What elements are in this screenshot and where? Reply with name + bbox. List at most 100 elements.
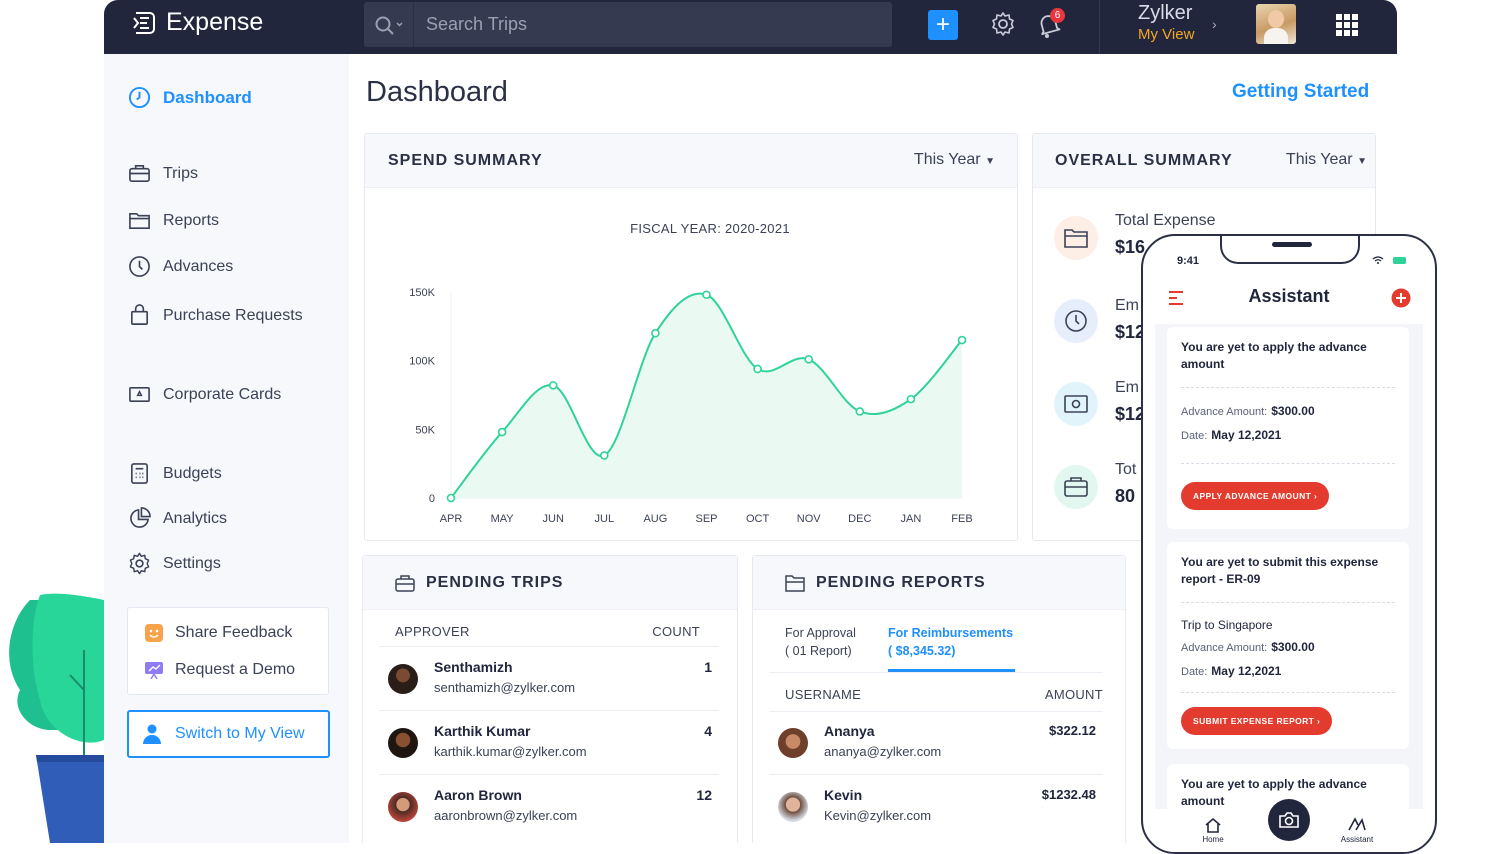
approver-email: senthamizh@zylker.com xyxy=(434,680,576,695)
sidebar-item-trips[interactable]: Trips xyxy=(128,162,198,185)
request-demo-label: Request a Demo xyxy=(175,661,296,678)
tab-for-reimbursements[interactable]: For Reimbursements ( $8,345.32) xyxy=(888,624,1013,660)
money-icon xyxy=(1064,395,1088,413)
chart-title: FISCAL YEAR: 2020-2021 xyxy=(630,221,790,236)
table-row[interactable]: Aaron Brown aaronbrown@zylker.com 12 xyxy=(379,775,719,839)
org-switcher[interactable]: Zylker My View xyxy=(1138,2,1194,43)
notification-badge: 6 xyxy=(1050,8,1065,23)
amount-value: $300.00 xyxy=(1271,640,1315,654)
data-point xyxy=(497,427,507,437)
folder-icon xyxy=(129,212,150,229)
sidebar-item-reports[interactable]: Reports xyxy=(128,209,219,232)
period-label: This Year xyxy=(913,151,981,168)
apply-advance-button[interactable]: APPLY ADVANCE AMOUNT › xyxy=(1181,482,1330,510)
menu-icon[interactable] xyxy=(1169,291,1185,305)
report-amount: $1232.48 xyxy=(1041,787,1096,802)
summary-value: $12 xyxy=(1115,404,1146,424)
tab-home[interactable]: Home xyxy=(1183,817,1243,844)
spend-line-chart: 0 50K 100K 150K APR MAY JUN JUL AUG SEP OCT NOV DEC J… xyxy=(409,287,972,525)
gear-icon[interactable] xyxy=(990,11,1016,37)
table-row[interactable]: Karthik Kumar karthik.kumar@zylker.com 4 xyxy=(379,711,719,775)
tab-for-approval[interactable]: For Approval ( 01 Report) xyxy=(785,624,856,660)
tab-sublabel: ( $8,345.32) xyxy=(888,644,956,658)
clock-icon xyxy=(1065,310,1087,332)
sidebar-item-label: Reports xyxy=(163,211,220,229)
x-tick-label: NOV xyxy=(797,513,822,525)
spend-summary-card: SPEND SUMMARY This Year ▼ FISCAL YEAR: 2… xyxy=(364,133,1018,541)
table-row[interactable]: Kevin Kevin@zylker.com $1232.48 xyxy=(769,775,1103,839)
card-header: SPEND SUMMARY This Year ▼ xyxy=(365,134,1017,188)
share-feedback-label: Share Feedback xyxy=(175,624,293,641)
chevron-right-icon[interactable]: › xyxy=(1212,16,1217,32)
button-label: SUBMIT EXPENSE REPORT xyxy=(1193,716,1315,726)
column-header-count: COUNT xyxy=(652,624,700,639)
date-value: May 12,2021 xyxy=(1211,428,1282,442)
app-logo[interactable]: Expense xyxy=(130,8,263,37)
button-label: APPLY ADVANCE AMOUNT xyxy=(1193,491,1312,501)
table-row[interactable]: Ananya ananya@zylker.com $322.12 xyxy=(769,711,1103,775)
x-tick-label: JUL xyxy=(595,513,615,525)
report-amount: $322.12 xyxy=(1049,723,1096,738)
sidebar-item-budgets[interactable]: Budgets xyxy=(128,462,222,485)
summary-value: $12 xyxy=(1115,322,1146,342)
getting-started-link[interactable]: Getting Started xyxy=(1232,81,1370,102)
summary-label: Em xyxy=(1115,297,1139,314)
period-dropdown[interactable]: This Year ▼ xyxy=(1286,151,1367,169)
sidebar-item-label: Budgets xyxy=(163,464,222,482)
summary-label: Tot xyxy=(1115,461,1137,478)
sidebar: Dashboard Trips Reports Advances Purchas… xyxy=(104,54,349,843)
trip-name: Trip to Singapore xyxy=(1181,618,1273,632)
data-point xyxy=(906,394,916,404)
share-feedback-link[interactable]: Share Feedback xyxy=(145,624,292,642)
assistant-card: You are yet to apply the advance amount … xyxy=(1167,327,1409,529)
camera-button[interactable] xyxy=(1268,799,1310,841)
submit-report-button[interactable]: SUBMIT EXPENSE REPORT › xyxy=(1181,707,1333,735)
sidebar-item-settings[interactable]: Settings xyxy=(128,552,221,575)
trip-count: 12 xyxy=(696,787,712,803)
bell-icon[interactable] xyxy=(1036,11,1062,39)
x-tick-label: JAN xyxy=(901,513,922,525)
add-icon[interactable] xyxy=(1391,288,1411,308)
avatar xyxy=(778,728,808,758)
user-icon xyxy=(143,724,161,744)
assistant-icon xyxy=(1348,817,1366,831)
date-value: May 12,2021 xyxy=(1211,664,1282,678)
card-icon xyxy=(129,386,150,403)
series-line xyxy=(450,292,963,499)
calculator-icon xyxy=(131,463,148,484)
table-row[interactable]: Senthamizh senthamizh@zylker.com 1 xyxy=(379,647,719,711)
x-tick-label: MAY xyxy=(491,513,515,525)
x-tick-label: JUN xyxy=(543,513,564,525)
tab-assistant[interactable]: Assistant xyxy=(1327,817,1387,844)
search-scope-dropdown[interactable] xyxy=(364,2,414,47)
x-tick-label: SEP xyxy=(695,513,717,525)
summary-icon-bg xyxy=(1054,382,1098,426)
request-demo-link[interactable]: Request a Demo xyxy=(145,661,295,679)
sidebar-item-dashboard[interactable]: Dashboard xyxy=(128,86,252,109)
data-point xyxy=(702,290,711,300)
sidebar-item-label: Dashboard xyxy=(163,87,252,107)
search-input[interactable] xyxy=(414,14,874,35)
user-email: ananya@zylker.com xyxy=(824,744,942,759)
add-new-button[interactable]: + xyxy=(928,10,958,40)
tab-label: Assistant xyxy=(1340,835,1374,844)
expense-logo-icon xyxy=(133,11,155,34)
phone-app-bar: Assistant xyxy=(1155,272,1423,324)
sidebar-item-corporate-cards[interactable]: Corporate Cards xyxy=(128,383,281,406)
sidebar-item-purchase-requests[interactable]: Purchase Requests xyxy=(128,304,303,327)
user-avatar[interactable] xyxy=(1256,4,1296,44)
area-fill xyxy=(451,293,962,498)
card-heading: You are yet to apply the advance amount xyxy=(1181,777,1367,808)
card-title: PENDING REPORTS xyxy=(816,574,986,591)
tab-label: Home xyxy=(1202,835,1224,844)
column-header-username: USERNAME xyxy=(785,687,862,702)
x-tick-label: APR xyxy=(440,513,463,525)
data-point xyxy=(804,354,814,364)
apps-grid-icon[interactable] xyxy=(1336,14,1358,36)
switch-view-button[interactable]: Switch to My View xyxy=(127,710,330,758)
tab-label: For Approval xyxy=(785,626,856,640)
sidebar-item-analytics[interactable]: Analytics xyxy=(128,507,227,530)
sidebar-item-advances[interactable]: Advances xyxy=(128,255,233,278)
status-icons xyxy=(1372,256,1406,264)
period-dropdown[interactable]: This Year ▼ xyxy=(914,151,995,169)
